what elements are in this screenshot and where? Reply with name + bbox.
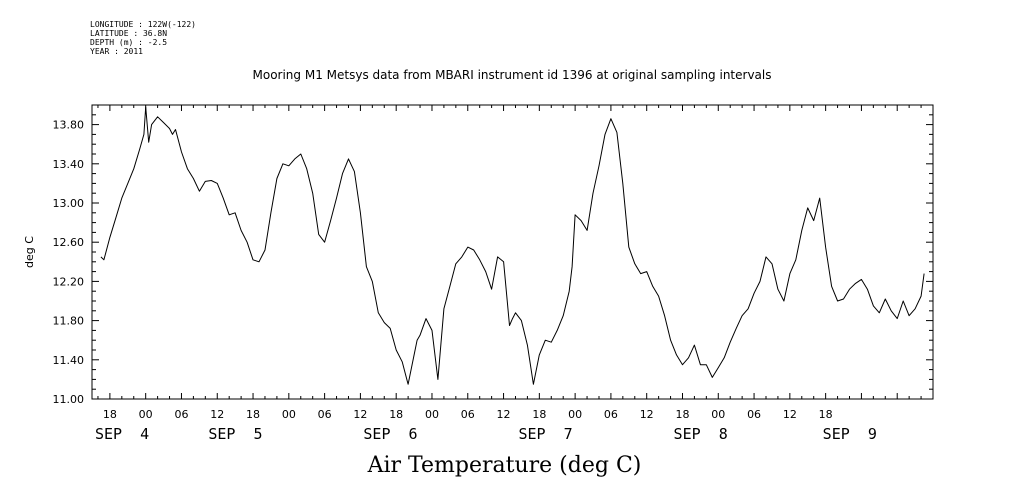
plot-frame — [91, 104, 934, 400]
day-label: SEP 4 — [95, 425, 149, 443]
station-metadata: LONGITUDE : 122W(-122) LATITUDE : 36.8N … — [90, 20, 196, 56]
year-label: YEAR : 2011 — [90, 47, 143, 56]
x-tick-label: 18 — [389, 408, 403, 421]
x-tick-label: 18 — [819, 408, 833, 421]
day-label: SEP 9 — [823, 425, 877, 443]
y-tick-label: 12.60 — [53, 236, 85, 249]
x-tick-label: 18 — [532, 408, 546, 421]
day-label: SEP 6 — [363, 425, 417, 443]
x-tick-label: 18 — [103, 408, 117, 421]
x-tick-label: 18 — [246, 408, 260, 421]
y-tick-label: 11.40 — [53, 354, 85, 367]
x-tick-label: 06 — [604, 408, 618, 421]
y-tick-label: 12.20 — [53, 275, 85, 288]
longitude-label: LONGITUDE : 122W(-122) — [90, 20, 196, 29]
day-label: SEP 7 — [518, 425, 572, 443]
day-label: SEP 5 — [208, 425, 262, 443]
axis-ticks — [92, 104, 934, 400]
series-group — [100, 106, 925, 385]
latitude-label: LATITUDE : 36.8N — [90, 29, 168, 38]
x-tick-label: 06 — [318, 408, 332, 421]
y-tick-label: 13.40 — [53, 158, 85, 171]
x-tick-label: 06 — [174, 408, 188, 421]
x-tick-label: 06 — [461, 408, 475, 421]
x-tick-label: 18 — [675, 408, 689, 421]
day-label: SEP 8 — [674, 425, 728, 443]
depth-label: DEPTH (m) : -2.5 — [90, 38, 168, 47]
x-tick-label: 06 — [747, 408, 761, 421]
y-tick-label: 13.00 — [53, 197, 85, 210]
x-tick-label: 12 — [497, 408, 511, 421]
chart-title: Mooring M1 Metsys data from MBARI instru… — [252, 68, 772, 82]
x-tick-label: 12 — [783, 408, 797, 421]
day-labels: SEP 4 SEP 5 SEP 6 SEP 7 SEP 8 SEP 9 — [95, 425, 877, 443]
x-tick-label: 12 — [640, 408, 654, 421]
y-tick-label: 11.80 — [53, 315, 85, 328]
y-tick-label: 13.80 — [53, 119, 85, 132]
series-line-air-temperature — [100, 106, 925, 385]
y-axis-label: deg C — [23, 236, 36, 268]
x-axis-label: Air Temperature (deg C) — [367, 453, 642, 478]
x-tick-label: 00 — [711, 408, 725, 421]
x-tick-label: 12 — [353, 408, 367, 421]
y-tick-labels: 11.00 11.40 11.80 12.20 12.60 13.00 13.40 13.80 — [53, 119, 85, 406]
x-tick-label: 00 — [568, 408, 582, 421]
y-tick-label: 11.00 — [53, 393, 85, 406]
x-tick-labels: 18 00 06 12 18 00 06 12 18 00 06 12 18 00 06 12 18 00 06 12… — [103, 408, 833, 421]
x-tick-label: 00 — [425, 408, 439, 421]
x-tick-label: 00 — [282, 408, 296, 421]
x-tick-label: 12 — [210, 408, 224, 421]
x-tick-label: 00 — [139, 408, 153, 421]
